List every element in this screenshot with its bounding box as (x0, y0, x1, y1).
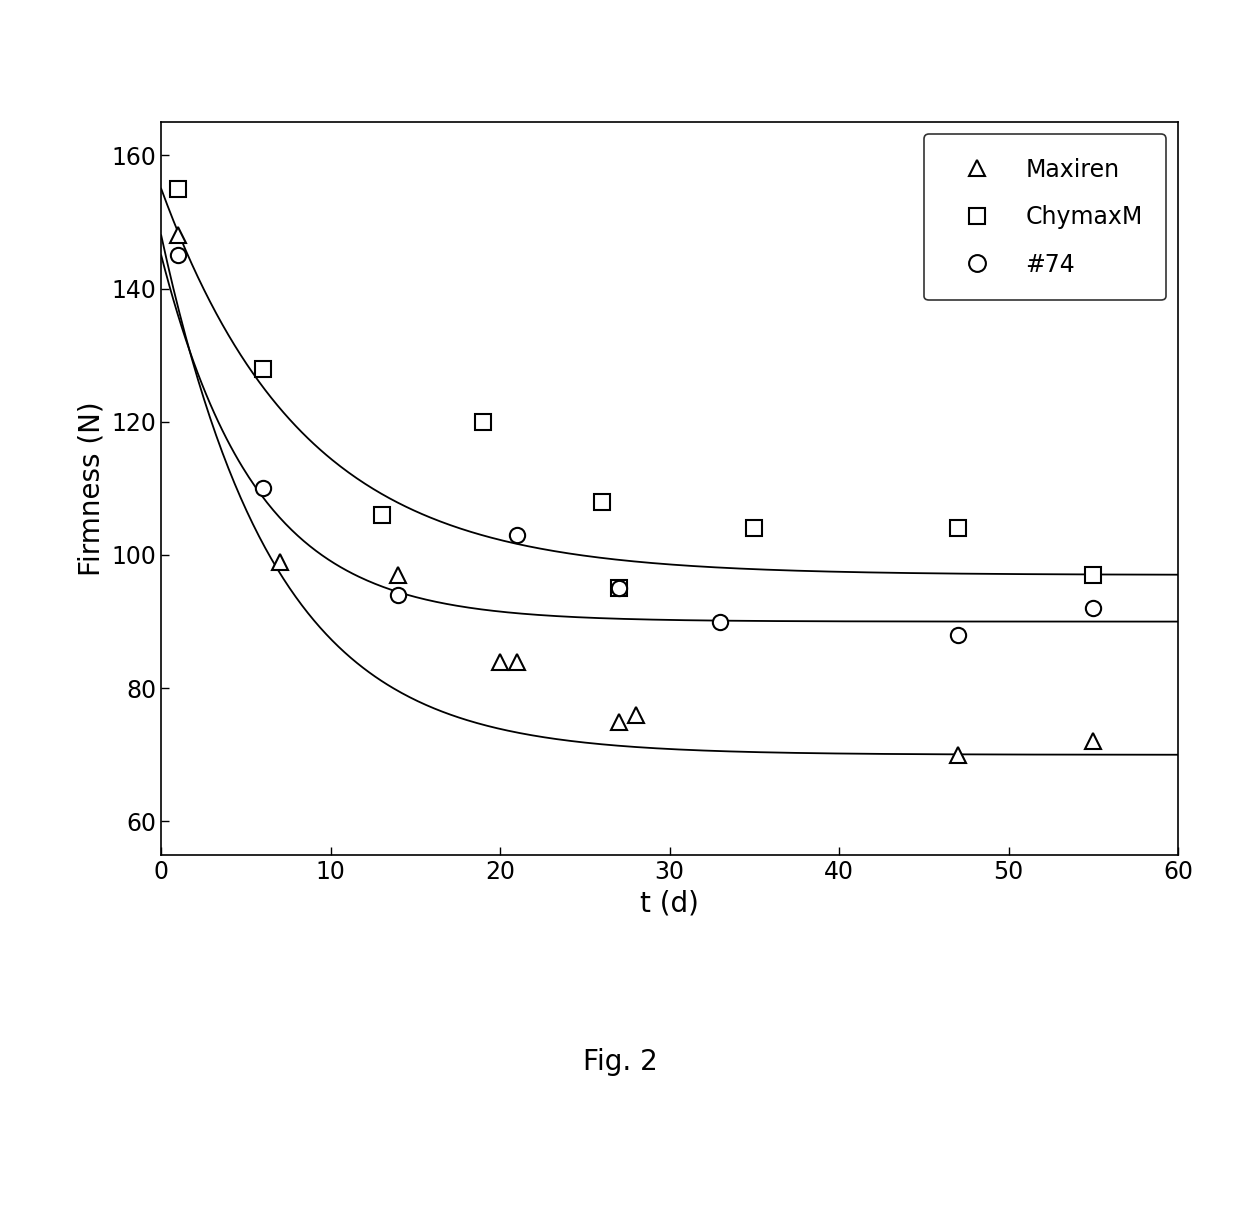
#74 (713, 614, 728, 629)
Legend: Maxiren, ChymaxM, #74: Maxiren, ChymaxM, #74 (924, 134, 1166, 300)
#74 (1086, 601, 1101, 615)
X-axis label: t (d): t (d) (640, 889, 699, 917)
#74 (255, 481, 270, 496)
Y-axis label: Firmness (N): Firmness (N) (78, 400, 105, 576)
ChymaxM (611, 581, 626, 596)
Maxiren (391, 568, 405, 582)
#74 (510, 527, 525, 542)
#74 (950, 628, 965, 642)
#74 (391, 587, 405, 602)
Maxiren (273, 554, 288, 569)
Maxiren (510, 654, 525, 669)
#74 (171, 248, 186, 263)
ChymaxM (171, 182, 186, 197)
Line: ChymaxM: ChymaxM (171, 181, 1101, 596)
Line: Maxiren: Maxiren (171, 227, 1101, 762)
ChymaxM (746, 521, 761, 536)
ChymaxM (950, 521, 965, 536)
ChymaxM (476, 414, 491, 429)
ChymaxM (255, 361, 270, 376)
Maxiren (171, 228, 186, 243)
#74 (611, 581, 626, 596)
Maxiren (629, 707, 644, 722)
Maxiren (611, 714, 626, 729)
Maxiren (492, 654, 507, 669)
Maxiren (1086, 734, 1101, 748)
Line: #74: #74 (171, 248, 1101, 642)
ChymaxM (594, 495, 609, 509)
ChymaxM (1086, 568, 1101, 582)
Text: Fig. 2: Fig. 2 (583, 1049, 657, 1076)
ChymaxM (374, 508, 389, 523)
Maxiren (950, 747, 965, 762)
